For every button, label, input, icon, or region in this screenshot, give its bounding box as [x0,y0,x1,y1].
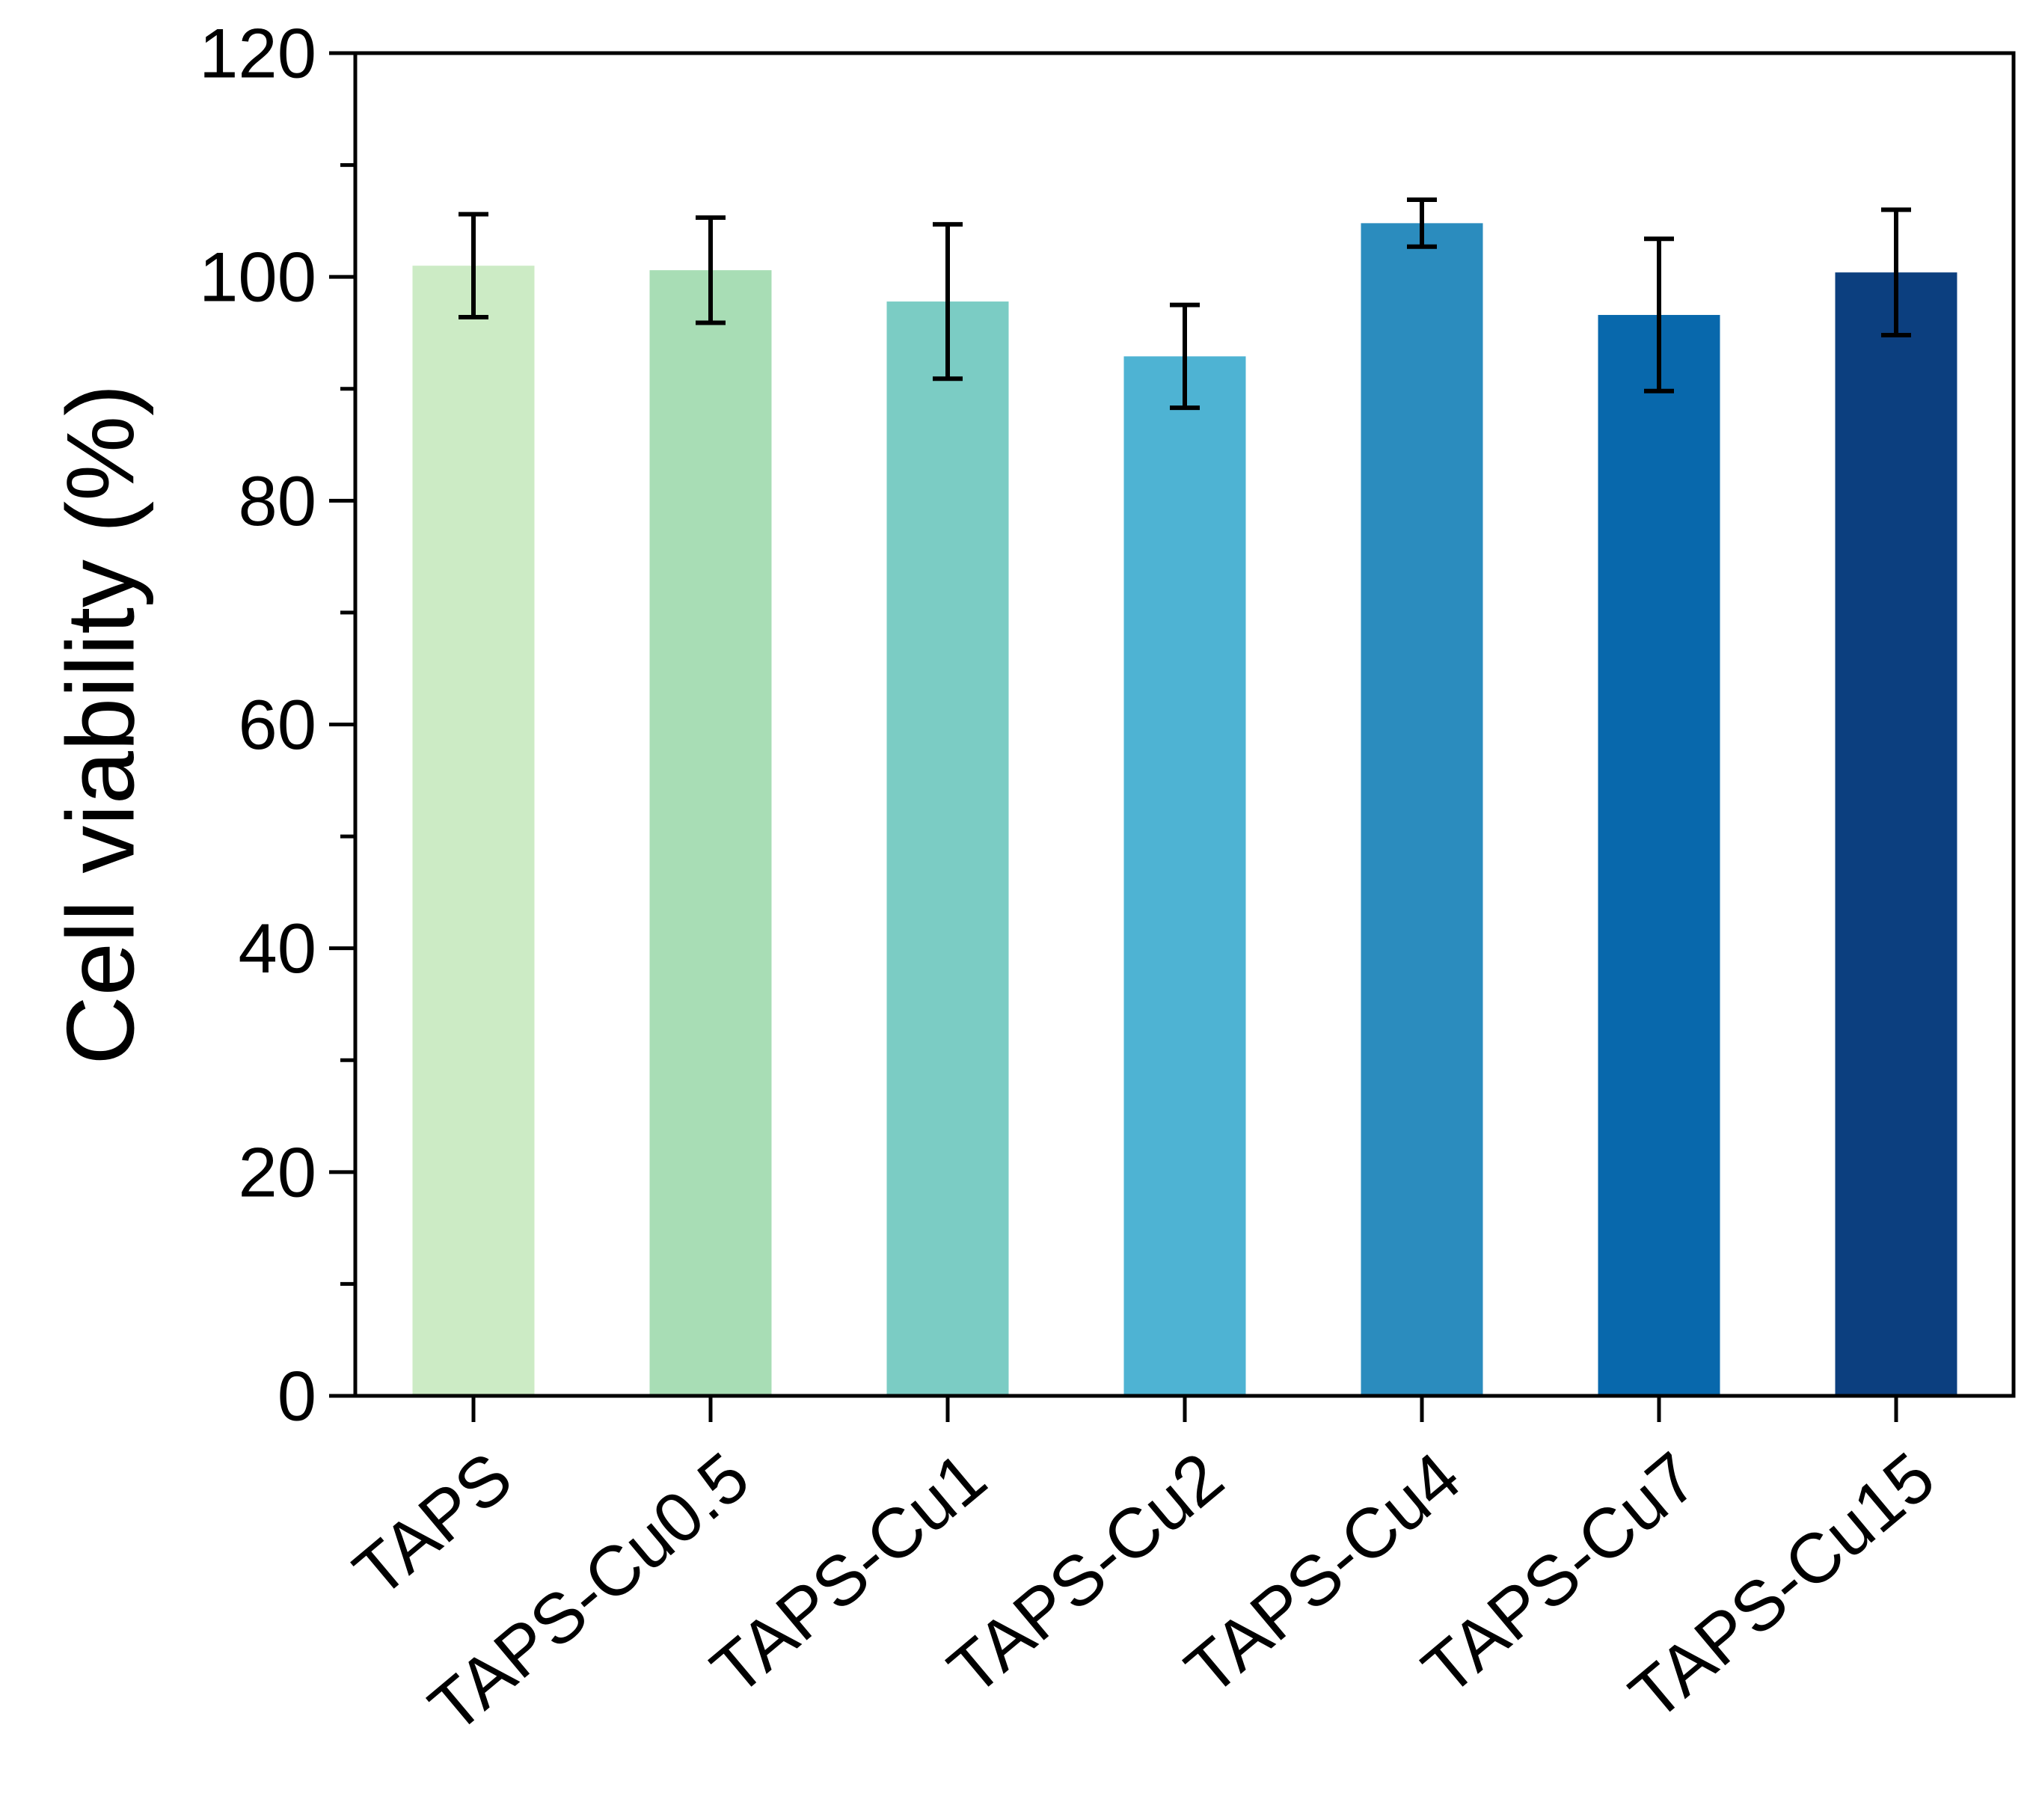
y-tick-label: 0 [277,1357,316,1436]
y-tick-label: 60 [238,685,316,764]
y-tick-label: 100 [199,238,316,316]
bar-TAPS-Cu2 [1123,356,1246,1396]
error-bar-TAPS [459,212,488,320]
bar-TAPS-Cu0.5 [649,270,772,1397]
bars-group [412,223,1957,1397]
y-axis-title: Cell viability (%) [48,384,155,1064]
y-tick-label: 20 [238,1133,316,1211]
error-bar-TAPS-Cu1 [933,221,963,382]
bar-TAPS-Cu4 [1361,223,1483,1396]
bar-TAPS-Cu15 [1835,272,1957,1396]
y-tick-label: 120 [199,14,316,93]
y-tick-label: 40 [238,909,316,987]
x-axis-ticks: TAPSTAPS-Cu0.5TAPS-Cu1TAPS-Cu2TAPS-Cu4TA… [339,1396,1949,1747]
bar-TAPS-Cu1 [886,301,1009,1397]
error-bar-TAPS-Cu4 [1407,197,1437,249]
x-tick-label: TAPS [339,1437,526,1612]
error-bar-TAPS-Cu2 [1170,302,1200,411]
error-bar-TAPS-Cu7 [1644,236,1674,393]
y-axis-ticks: 0 20 40 60 80 100 120 [199,14,355,1436]
bar-TAPS [412,266,535,1396]
error-bars-group [459,197,1911,411]
y-tick-label: 80 [238,462,316,540]
error-bar-TAPS-Cu0.5 [696,215,726,325]
bar-TAPS-Cu7 [1598,315,1720,1396]
error-bar-TAPS-Cu15 [1881,207,1911,337]
